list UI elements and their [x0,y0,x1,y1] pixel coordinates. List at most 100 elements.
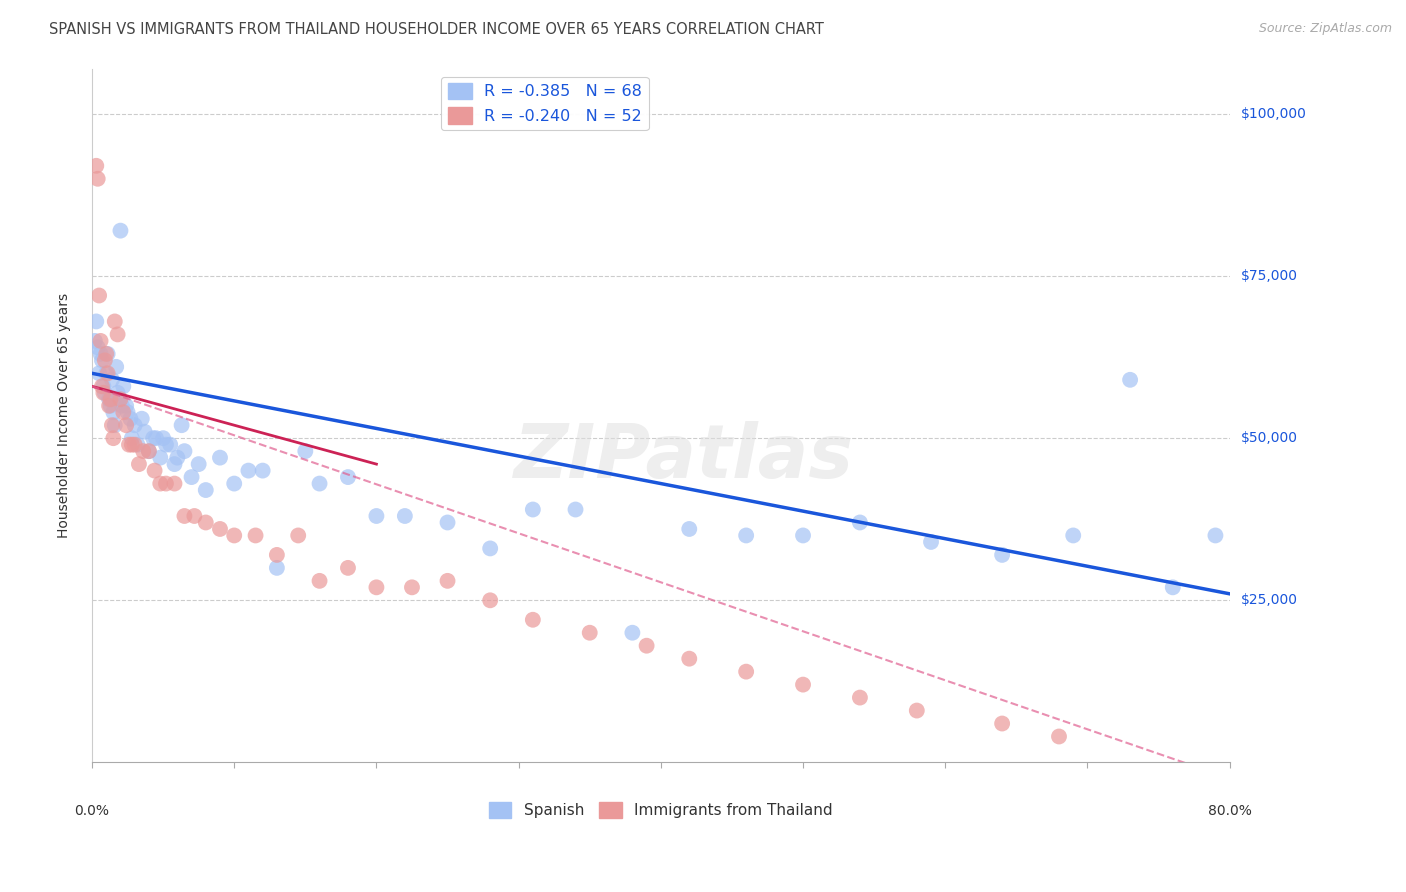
Point [117,405,139,419]
Point [155,437,177,451]
Point [166,450,188,465]
Point [163,476,186,491]
Point [194,516,217,530]
Point [479,593,502,607]
Point [104,314,127,328]
Point [991,548,1014,562]
Point [187,457,209,471]
Point [366,580,388,594]
Point [522,613,544,627]
Point [266,548,288,562]
Point [121,431,143,445]
Point [1161,580,1184,594]
Point [104,418,127,433]
Point [91,353,114,368]
Point [564,502,586,516]
Point [1047,730,1070,744]
Point [294,444,316,458]
Legend: Spanish, Immigrants from Thailand: Spanish, Immigrants from Thailand [482,796,839,824]
Point [173,444,195,458]
Point [636,639,658,653]
Text: 0.0%: 0.0% [75,804,110,818]
Point [96,367,118,381]
Point [127,437,149,451]
Point [112,405,135,419]
Point [173,508,195,523]
Point [208,450,231,465]
Point [111,399,134,413]
Text: ZIPatlas: ZIPatlas [513,421,853,493]
Point [1062,528,1084,542]
Text: SPANISH VS IMMIGRANTS FROM THAILAND HOUSEHOLDER INCOME OVER 65 YEARS CORRELATION: SPANISH VS IMMIGRANTS FROM THAILAND HOUS… [49,22,824,37]
Point [134,425,156,439]
Point [121,437,143,451]
Point [224,528,246,542]
Point [93,385,115,400]
Text: $50,000: $50,000 [1240,431,1298,445]
Point [159,437,181,451]
Point [90,347,112,361]
Point [849,516,872,530]
Point [132,444,155,458]
Point [84,314,107,328]
Point [522,502,544,516]
Point [920,535,942,549]
Point [98,392,121,407]
Text: 80.0%: 80.0% [1208,804,1251,818]
Point [308,574,330,588]
Text: $25,000: $25,000 [1240,593,1298,607]
Point [98,399,121,413]
Point [86,171,108,186]
Point [100,392,122,407]
Point [86,340,108,354]
Point [238,464,260,478]
Point [905,704,928,718]
Point [143,464,166,478]
Point [849,690,872,705]
Point [436,516,458,530]
Point [103,405,125,419]
Point [163,457,186,471]
Point [100,399,122,413]
Point [479,541,502,556]
Point [128,457,150,471]
Point [110,224,132,238]
Text: $100,000: $100,000 [1240,107,1306,121]
Point [401,580,423,594]
Point [145,431,167,445]
Point [118,437,141,451]
Point [115,399,138,413]
Point [131,411,153,425]
Point [336,561,359,575]
Point [101,418,124,433]
Point [93,379,115,393]
Point [394,508,416,523]
Point [138,444,160,458]
Point [152,431,174,445]
Text: Source: ZipAtlas.com: Source: ZipAtlas.com [1258,22,1392,36]
Point [97,367,120,381]
Point [90,334,112,348]
Point [1119,373,1142,387]
Point [107,385,129,400]
Point [108,392,131,407]
Point [678,651,700,665]
Point [678,522,700,536]
Point [252,464,274,478]
Point [366,508,388,523]
Point [792,678,814,692]
Point [89,367,111,381]
Point [120,411,142,425]
Point [149,476,172,491]
Point [735,528,758,542]
Point [115,418,138,433]
Point [991,716,1014,731]
Point [96,347,118,361]
Point [183,508,205,523]
Point [103,431,125,445]
Point [170,418,193,433]
Point [89,288,111,302]
Point [308,476,330,491]
Point [287,528,309,542]
Point [112,379,135,393]
